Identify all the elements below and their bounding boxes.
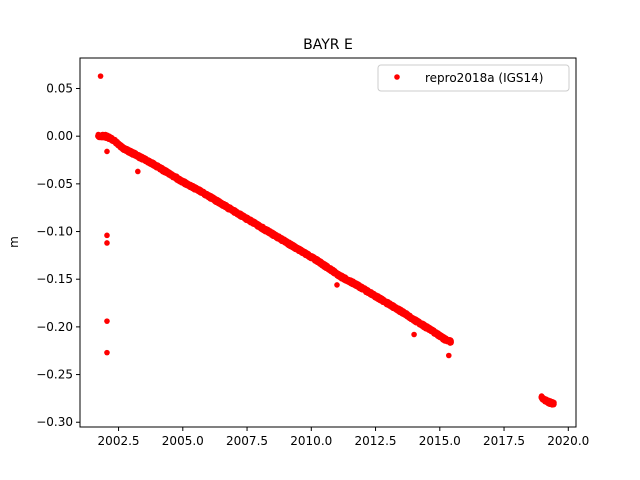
data-points <box>95 73 557 408</box>
x-tick-label: 2017.5 <box>483 434 525 448</box>
y-tick-label: −0.05 <box>36 177 73 191</box>
data-point <box>448 339 454 346</box>
data-point <box>551 399 557 406</box>
x-tick-label: 2012.5 <box>355 434 397 448</box>
y-tick-label: −0.10 <box>36 225 73 239</box>
y-tick-label: 0.00 <box>46 129 73 143</box>
y-axis: 0.05 0.00 −0.05 −0.10 −0.15 −0.20 −0.25 −0.30 <box>36 82 80 429</box>
data-point-outlier <box>104 148 110 155</box>
x-tick-label: 2002.5 <box>98 434 140 448</box>
data-point-outlier <box>411 331 417 338</box>
y-axis-label: m <box>7 236 21 248</box>
legend-marker <box>394 74 400 80</box>
x-axis: 2002.5 2005.0 2007.5 2010.0 2012.5 2015.0 2017… <box>98 427 589 448</box>
y-tick-label: 0.05 <box>46 82 73 96</box>
y-tick-label: −0.25 <box>36 368 73 382</box>
legend-box <box>377 64 570 92</box>
plot-frame <box>79 57 577 428</box>
data-point-outlier <box>104 318 110 324</box>
data-point-outlier <box>97 73 104 79</box>
data-point-outlier <box>135 168 141 175</box>
x-tick-label: 2015.0 <box>419 434 461 448</box>
y-tick-label: −0.15 <box>36 272 73 286</box>
x-tick-label: 2005.0 <box>162 434 204 448</box>
y-tick-label: −0.30 <box>36 415 73 429</box>
data-point-outlier <box>334 282 340 288</box>
y-tick-label: −0.20 <box>36 320 73 334</box>
chart-title: BAYR E <box>303 37 353 53</box>
x-tick-label: 2010.0 <box>290 434 332 448</box>
data-point-outlier <box>445 352 452 359</box>
data-point-outlier <box>104 349 110 356</box>
x-tick-label: 2007.5 <box>226 434 268 448</box>
x-tick-label: 2020.0 <box>547 434 589 448</box>
data-point-outlier <box>104 240 110 246</box>
legend-entry-label: repro2018a (IGS14) <box>425 71 543 85</box>
legend: repro2018a (IGS14) <box>377 64 570 92</box>
data-point-outlier <box>104 232 110 239</box>
